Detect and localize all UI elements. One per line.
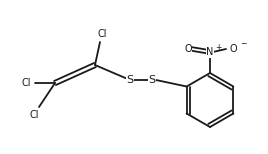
Text: Cl: Cl (97, 29, 107, 39)
Text: O: O (229, 44, 237, 54)
Text: +: + (215, 43, 221, 51)
Text: Cl: Cl (21, 78, 31, 88)
Text: N: N (206, 47, 214, 57)
Text: S: S (126, 75, 133, 85)
Text: Cl: Cl (29, 110, 39, 120)
Text: −: − (240, 39, 246, 49)
Text: O: O (184, 44, 192, 54)
Text: S: S (148, 75, 155, 85)
